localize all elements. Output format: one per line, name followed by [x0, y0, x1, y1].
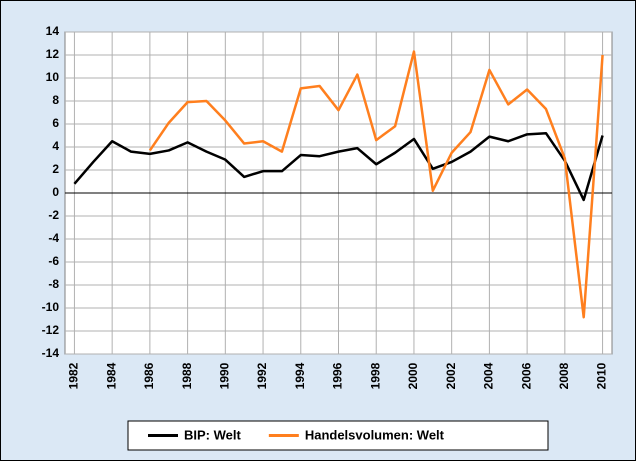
- x-tick-label: 1990: [217, 362, 231, 389]
- x-tick-label: 2010: [595, 362, 609, 389]
- x-tick-label: 1994: [293, 362, 307, 389]
- y-tick-label: 10: [46, 70, 60, 84]
- y-tick-label: -10: [42, 300, 60, 314]
- y-tick-label: 4: [52, 139, 59, 153]
- y-tick-label: 2: [52, 162, 59, 176]
- legend-label: Handelsvolumen: Welt: [305, 427, 445, 442]
- x-tick-label: 2002: [444, 362, 458, 389]
- y-tick-label: -8: [48, 277, 59, 291]
- y-tick-label: -2: [48, 208, 59, 222]
- x-tick-label: 2000: [406, 362, 420, 389]
- x-tick-label: 1988: [180, 362, 194, 389]
- y-tick-label: -12: [42, 323, 60, 337]
- y-tick-label: 8: [52, 93, 59, 107]
- x-tick-label: 1986: [142, 362, 156, 389]
- x-tick-label: 1982: [67, 362, 81, 389]
- y-tick-label: -6: [48, 254, 59, 268]
- y-tick-label: 0: [52, 185, 59, 199]
- x-tick-label: 2004: [482, 362, 496, 389]
- x-tick-label: 2008: [557, 362, 571, 389]
- x-tick-label: 2006: [519, 362, 533, 389]
- y-tick-label: -4: [48, 231, 59, 245]
- y-tick-label: 12: [46, 47, 60, 61]
- series-line: [73, 131, 604, 202]
- x-tick-label: 1996: [331, 362, 345, 389]
- y-tick-label: -14: [42, 346, 60, 360]
- legend-label: BIP: Welt: [184, 427, 241, 442]
- x-tick-label: 1984: [104, 362, 118, 389]
- legend-box: [127, 420, 549, 451]
- y-tick-label: 14: [46, 24, 60, 38]
- series-line: [148, 50, 604, 319]
- x-tick-label: 1998: [368, 362, 382, 389]
- x-tick-label: 1992: [255, 362, 269, 389]
- y-tick-label: 6: [52, 116, 59, 130]
